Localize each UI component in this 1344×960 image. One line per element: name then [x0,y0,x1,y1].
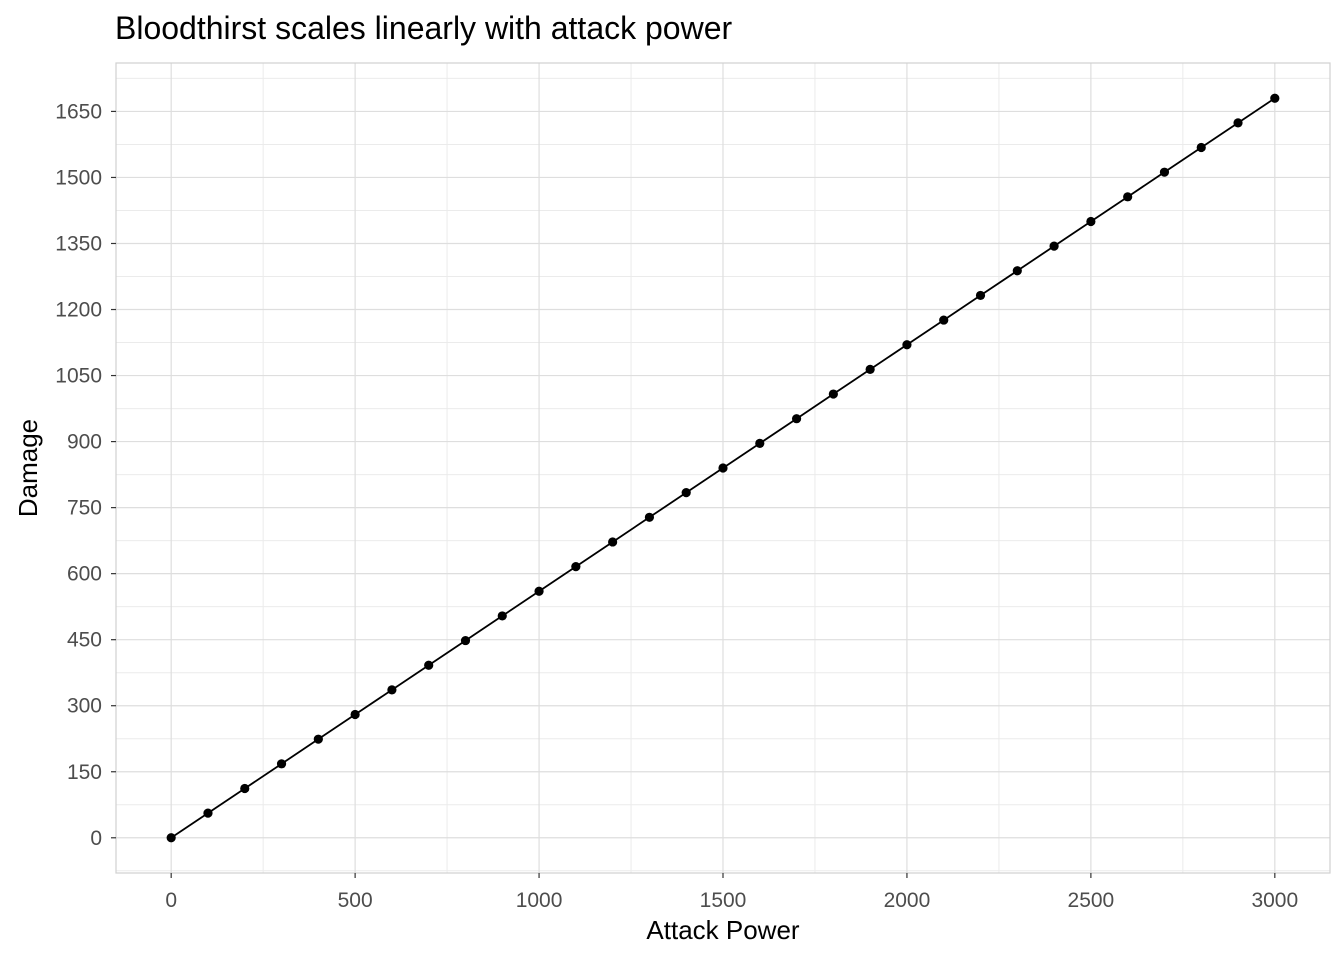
data-point [1049,241,1059,251]
data-point [865,364,875,374]
chart-title: Bloodthirst scales linearly with attack … [115,10,733,46]
data-point [1196,142,1206,153]
data-point [939,315,949,325]
y-tick-label: 600 [67,563,102,586]
data-point [276,759,287,769]
data-point [497,611,507,621]
data-point [460,635,471,646]
data-point [791,414,802,424]
x-tick-label: 0 [165,889,177,912]
data-point [718,463,728,473]
y-tick-label: 1650 [55,100,102,123]
y-tick-label: 1200 [55,299,102,322]
data-point [1086,216,1096,227]
data-point [203,808,213,818]
data-point [387,685,397,695]
data-point [1233,118,1243,128]
x-tick-label: 3000 [1251,889,1298,912]
y-tick-label: 150 [67,761,102,784]
data-points [166,93,1280,843]
y-axis-title: Damage [13,419,43,517]
data-point [681,488,691,498]
x-tick-label: 2000 [884,889,931,912]
data-point [534,586,544,596]
y-tick-label: 1050 [55,365,102,388]
data-point [313,734,323,744]
data-point [1012,266,1022,276]
data-point [1123,192,1133,202]
data-point [828,389,838,399]
x-axis-ticks: 0 500 1000 1500 2000 2500 3000 [165,873,1298,912]
major-gridlines [116,63,1330,873]
data-point [1159,167,1170,177]
data-point [902,340,912,350]
y-tick-label: 300 [67,695,102,718]
data-point [166,833,176,843]
y-tick-label: 900 [67,431,102,454]
y-tick-label: 450 [67,629,102,652]
x-tick-label: 1500 [700,889,747,912]
data-point [608,537,618,547]
y-tick-label: 750 [67,497,102,520]
data-point [240,783,250,794]
y-axis-ticks: 0 150 300 450 600 750 900 1050 1200 1350 1500 1650 [55,100,116,850]
x-tick-label: 1000 [516,889,563,912]
data-point [975,290,986,301]
data-point [424,660,434,670]
data-point [350,709,360,720]
y-tick-label: 1350 [55,232,102,255]
y-tick-label: 1500 [55,166,102,189]
data-point [644,512,655,522]
data-point [1270,93,1280,103]
data-point [755,438,765,448]
data-point [571,562,581,572]
x-axis-title: Attack Power [646,915,800,945]
x-tick-label: 2500 [1068,889,1115,912]
x-tick-label: 500 [338,889,373,912]
y-tick-label: 0 [90,827,102,850]
